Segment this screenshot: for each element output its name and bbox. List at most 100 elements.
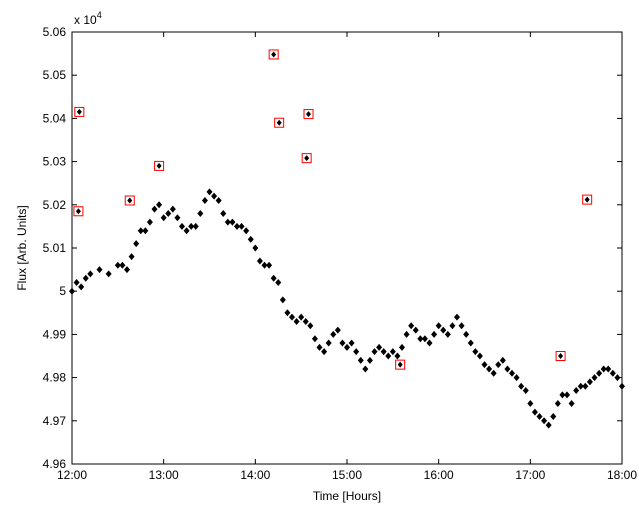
x-tick-label: 13:00 — [149, 468, 179, 482]
outlier-box — [301, 153, 312, 164]
data-point — [261, 261, 268, 269]
data-point — [82, 274, 89, 282]
data-point — [321, 348, 328, 356]
data-point — [357, 356, 364, 364]
y-tick-label: 5.03 — [43, 155, 67, 169]
outlier-dot — [127, 197, 133, 204]
data-point — [435, 322, 442, 330]
data-point — [151, 205, 158, 213]
data-point — [522, 387, 529, 395]
data-point — [165, 209, 172, 217]
outlier-point — [301, 153, 312, 164]
data-point — [591, 374, 598, 382]
outlier-dot — [558, 353, 564, 359]
y-tick-label: 5.04 — [43, 111, 67, 125]
outlier-dot — [276, 119, 282, 126]
data-point — [87, 270, 94, 278]
data-point — [619, 382, 625, 390]
outlier-point — [555, 351, 566, 361]
outlier-dot — [271, 51, 277, 58]
data-point — [238, 222, 245, 230]
data-point — [266, 261, 273, 269]
data-point — [545, 421, 552, 429]
data-point — [582, 382, 589, 390]
data-point — [385, 352, 392, 360]
data-point — [586, 378, 593, 386]
data-point — [128, 253, 135, 261]
outlier-dot — [397, 361, 403, 368]
y-tick-label: 4.97 — [43, 414, 67, 428]
data-point — [518, 382, 525, 390]
outlier-box — [555, 351, 566, 361]
data-point — [78, 283, 85, 291]
y-tick-label: 4.96 — [43, 457, 67, 471]
outlier-point — [582, 194, 593, 205]
data-point — [73, 279, 80, 287]
data-point — [169, 205, 176, 213]
data-point — [596, 369, 603, 377]
data-point — [311, 335, 318, 343]
data-point — [105, 270, 112, 278]
x-tick-label: 18:00 — [607, 468, 637, 482]
data-point — [609, 369, 616, 377]
data-point — [573, 387, 580, 395]
data-point — [504, 365, 511, 373]
data-point — [137, 227, 144, 235]
data-point — [201, 196, 208, 204]
data-point — [554, 400, 561, 408]
data-point — [156, 201, 163, 209]
outlier-box — [582, 194, 593, 205]
data-point — [550, 412, 557, 420]
data-point — [270, 274, 277, 282]
data-point — [564, 391, 570, 399]
x-tick-label: 15:00 — [332, 468, 362, 482]
outlier-box — [274, 117, 285, 128]
data-point — [348, 339, 355, 347]
x-tick-label: 14:00 — [240, 468, 270, 482]
outlier-point — [395, 359, 406, 370]
data-point — [293, 317, 300, 325]
data-point — [307, 322, 314, 330]
data-point — [499, 356, 506, 364]
data-point — [279, 296, 286, 304]
data-point — [614, 374, 621, 382]
data-point — [362, 365, 369, 373]
outlier-dot — [304, 155, 310, 162]
data-point — [417, 335, 424, 343]
y-tick-label: 5.06 — [43, 25, 67, 39]
multiplier-base: x 10 — [74, 13, 97, 27]
outlier-box — [73, 206, 84, 217]
data-point — [509, 369, 515, 377]
outlier-point — [124, 195, 135, 206]
data-point — [206, 188, 213, 196]
y-tick-label: 5.02 — [43, 198, 67, 212]
data-point — [481, 361, 488, 369]
outlier-dot — [584, 196, 590, 203]
data-point — [577, 382, 584, 390]
data-point — [133, 240, 140, 248]
data-point — [197, 209, 204, 217]
x-tick-label: 16:00 — [424, 468, 454, 482]
data-point — [188, 222, 195, 230]
data-point — [527, 400, 534, 408]
outlier-box — [268, 49, 279, 60]
data-point — [380, 348, 387, 356]
data-point — [316, 343, 323, 351]
data-point — [394, 352, 401, 360]
data-point — [119, 261, 126, 269]
data-point — [376, 343, 383, 351]
data-point — [454, 313, 460, 321]
data-point — [490, 369, 497, 377]
y-tick-label: 5 — [59, 284, 66, 298]
data-point — [174, 214, 181, 222]
data-point — [339, 339, 346, 347]
data-point — [256, 257, 263, 265]
data-point — [298, 313, 305, 321]
y-tick-label: 5.01 — [43, 241, 67, 255]
data-point — [344, 343, 350, 351]
data-point — [252, 244, 259, 252]
data-point — [536, 412, 543, 420]
outlier-point — [303, 109, 314, 120]
data-point — [472, 348, 479, 356]
data-point — [192, 222, 199, 230]
